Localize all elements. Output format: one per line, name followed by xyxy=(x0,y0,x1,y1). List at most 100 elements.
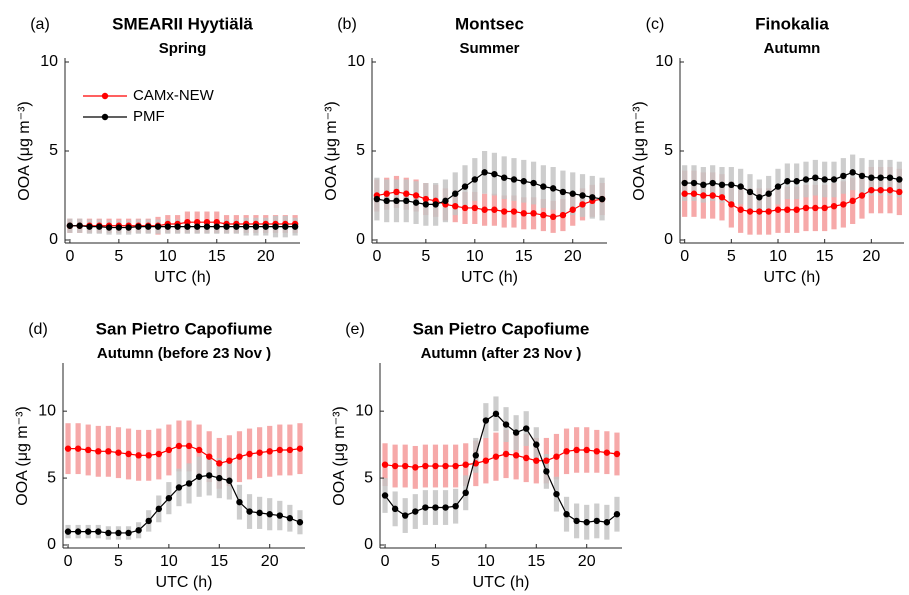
series-point xyxy=(746,188,754,196)
series-point xyxy=(125,224,132,231)
series-point xyxy=(115,449,122,456)
series-point xyxy=(784,178,791,185)
series-point xyxy=(868,186,875,194)
series-point xyxy=(403,197,410,205)
series-point xyxy=(765,190,772,197)
series-line xyxy=(376,191,603,218)
y-tick-label: 0 xyxy=(47,536,56,553)
series-point xyxy=(549,213,557,221)
series-point xyxy=(452,502,459,510)
series-point xyxy=(849,169,856,176)
panel-label: (d) xyxy=(28,321,48,338)
series-point xyxy=(774,206,782,213)
y-tick-label: 10 xyxy=(38,402,56,419)
series-point xyxy=(737,206,744,213)
y-tick-label: 0 xyxy=(364,536,373,553)
series-line xyxy=(69,221,296,227)
series-point xyxy=(700,181,707,189)
series-line xyxy=(68,474,301,534)
series-point xyxy=(76,222,83,229)
series-point xyxy=(462,461,469,468)
series-point xyxy=(95,448,102,455)
series-point xyxy=(877,186,884,194)
series-point xyxy=(533,457,540,464)
series-point xyxy=(86,223,93,230)
series-point xyxy=(272,223,279,230)
x-tick-label: 5 xyxy=(114,553,123,570)
series-point xyxy=(491,170,498,178)
series-point xyxy=(858,172,866,180)
x-tick-label: 10 xyxy=(159,248,177,265)
series-point xyxy=(886,186,894,194)
series-point xyxy=(175,442,183,450)
series-point xyxy=(452,202,459,210)
x-tick-label: 20 xyxy=(261,553,279,570)
series-point xyxy=(886,174,894,181)
series-point xyxy=(512,452,520,459)
series-point xyxy=(165,494,173,502)
series-point xyxy=(223,223,230,230)
series-point xyxy=(896,188,903,196)
series-point xyxy=(193,219,201,226)
series-point xyxy=(471,204,479,212)
x-tick-label: 10 xyxy=(160,553,178,570)
series-point xyxy=(125,450,132,458)
series-point xyxy=(877,174,884,181)
y-tick-label: 5 xyxy=(364,469,373,486)
series-point xyxy=(296,519,304,526)
series-point xyxy=(64,445,72,452)
series-point xyxy=(155,505,162,513)
panel-subtitle: Autumn (before 23 Nov ) xyxy=(97,345,271,362)
series-point xyxy=(452,190,459,197)
x-tick-label: 0 xyxy=(372,248,381,265)
series-point xyxy=(175,484,183,491)
series-point xyxy=(135,223,142,230)
x-tick-label: 15 xyxy=(515,248,533,265)
series-point xyxy=(412,508,419,515)
series-point xyxy=(66,222,74,229)
series-point xyxy=(373,195,381,203)
series-point xyxy=(774,183,782,190)
series-point xyxy=(96,223,103,230)
series-point xyxy=(802,176,810,183)
series-point xyxy=(593,517,600,525)
series-point xyxy=(492,410,500,418)
series-point xyxy=(563,511,570,518)
series-point xyxy=(821,204,828,212)
series-point xyxy=(383,197,390,205)
series-point xyxy=(502,421,510,428)
series-point xyxy=(681,179,688,187)
series-point xyxy=(579,192,586,199)
series-point xyxy=(442,462,449,470)
series-point xyxy=(266,448,273,455)
panel-label: (a) xyxy=(30,16,50,33)
series-point xyxy=(393,188,400,196)
series-point xyxy=(500,208,508,215)
series-point xyxy=(242,223,250,230)
series-point xyxy=(412,192,420,199)
series-point xyxy=(203,223,211,230)
series-point xyxy=(432,201,439,208)
series-point xyxy=(540,183,547,190)
legend-label: PMF xyxy=(133,108,165,125)
x-tick-label: 0 xyxy=(680,248,689,265)
panel-label: (e) xyxy=(345,321,365,338)
y-tick-label: 5 xyxy=(356,142,365,159)
series-point xyxy=(523,454,530,462)
series-point xyxy=(603,519,611,526)
series-point xyxy=(756,194,763,201)
series-point xyxy=(85,528,92,535)
series-point xyxy=(812,204,819,212)
series-point xyxy=(830,202,838,210)
series-point xyxy=(598,195,606,203)
series-point xyxy=(286,446,294,454)
series-point xyxy=(213,219,220,226)
series-point xyxy=(840,172,847,180)
legend-marker xyxy=(101,92,109,100)
series-point xyxy=(185,442,193,450)
series-point xyxy=(718,181,726,189)
panel-title: SMEARII Hyytiälä xyxy=(112,14,253,33)
series-point xyxy=(226,457,233,464)
series-point xyxy=(266,511,273,518)
series-point xyxy=(462,489,469,497)
